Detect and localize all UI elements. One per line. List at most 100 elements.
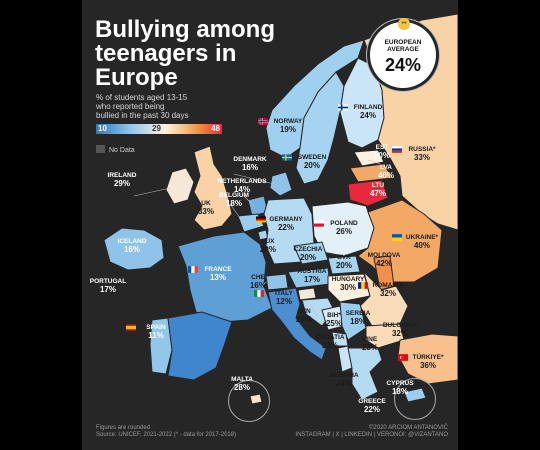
country-value: 24% [335, 379, 352, 388]
country-label-austria: AUSTRIA 17% [282, 268, 342, 284]
ukraine-flag-icon [392, 234, 402, 241]
scale-mid: 29 [152, 124, 161, 133]
country-name: BULGARIA [382, 322, 418, 329]
country-sweden [295, 71, 345, 185]
country-slovakia [327, 255, 361, 275]
country-value: 28% [233, 383, 250, 392]
country-value: 18% [349, 317, 366, 326]
country-serbia [339, 301, 367, 341]
turkiye-flag-icon [398, 354, 408, 361]
credit-line: INSTAGRAM | X | LINKEDIN | VERONOI: @VIZ… [295, 432, 448, 438]
country-label-italy: ITALY 12% [254, 290, 314, 306]
country-label-poland: POLAND 26% [314, 220, 374, 236]
country-value: 20% [335, 261, 352, 270]
country-name: GERMANY [269, 216, 303, 223]
germany-flag-icon [256, 216, 266, 223]
country-greece [347, 347, 383, 401]
france-flag-icon [188, 266, 198, 273]
country-value: 16% [241, 163, 258, 172]
country-value: 33% [413, 153, 430, 162]
country-label-bulgaria: BULGARIA 32% [370, 322, 430, 338]
footer-line: Figures are rounded [96, 425, 151, 431]
cyprus-inset [394, 378, 436, 420]
country-label-portugal: PORTUGAL 17% [82, 278, 138, 294]
country-value: 33% [197, 207, 214, 216]
country-name: NETHERLANDS [217, 178, 267, 185]
country-label-est: EST 30% [352, 144, 412, 160]
country-name: MALTA [231, 376, 253, 383]
footer-line: Source: UNICEF, 2021-2022 (* - data for … [96, 432, 237, 438]
poland-flag-icon [314, 220, 324, 227]
country-uk [193, 145, 233, 231]
country-label-che: CHE 16% [228, 274, 288, 290]
country-value: 20% [259, 245, 276, 254]
title-line: teenagers in [95, 40, 237, 67]
country-value: 11% [148, 331, 164, 340]
country-value: 20% [303, 161, 320, 170]
country-label-lva: LVA 40% [356, 164, 416, 180]
country-latvia [349, 163, 393, 183]
country-label-croatia: CROATIA 22% [300, 334, 360, 350]
country-name: MOLDOVA [367, 252, 401, 259]
country-denmark [269, 171, 293, 197]
country-label-malta: MALTA 28% [212, 376, 272, 392]
country-name: BIH* [327, 312, 341, 319]
europe-map [103, 13, 458, 405]
country-value: 18% [391, 387, 408, 396]
country-value: 32% [379, 289, 396, 298]
country-value: 40% [413, 241, 430, 250]
country-name: TÜRKIYE* [412, 354, 444, 361]
country-label-spain: SPAIN 11% [126, 324, 186, 340]
country-moldova [373, 255, 395, 291]
country-label-trkiye: TÜRKIYE* 36% [398, 354, 458, 370]
spain-flag-icon [126, 324, 136, 331]
country-name: UKRAINE* [405, 234, 439, 241]
country-name: ITALY [275, 290, 293, 297]
subtitle-line: % of students aged 13-15 [96, 93, 188, 102]
norway-flag-icon [258, 118, 268, 125]
country-label-netherlands: NETHERLANDS 14% [212, 178, 272, 194]
country-value: 42% [375, 259, 392, 268]
country-value: 16% [123, 245, 140, 254]
country-name: LUX [261, 238, 275, 245]
country-label-lux: LUX 20% [238, 238, 298, 254]
country-name: CYPRUS [386, 380, 414, 387]
no-data-legend: No Data [96, 145, 135, 154]
country-label-greece: GREECE 22% [342, 398, 402, 414]
country-name: POLAND [330, 220, 358, 227]
country-label-denmark: DENMARK 16% [220, 156, 280, 172]
country-name: PORTUGAL [89, 278, 127, 285]
country-name: ICELAND [117, 238, 147, 245]
country-value: 30% [339, 283, 356, 292]
country-value: 29% [295, 315, 312, 324]
country-estonia [353, 149, 385, 167]
country-label-uk: UK 33% [176, 200, 236, 216]
country-name: CHE [251, 274, 265, 281]
country-name: NORWAY [273, 118, 303, 125]
country-value: 20% [299, 253, 316, 262]
country-name: CZECHIA [293, 246, 323, 253]
average-value: 24% [384, 55, 422, 75]
country-value: 16% [249, 281, 266, 290]
country-name: ROMANIA [372, 282, 404, 289]
country-name: MNE [362, 336, 378, 343]
country-name: FRANCE [204, 266, 232, 273]
country-name: SVN [297, 308, 311, 315]
romania-flag-icon [358, 282, 368, 289]
country-label-romania: ROMANIA 32% [358, 282, 418, 298]
country-label-hungary: HUNGARY 30% [318, 276, 378, 292]
subtitle-line: who reported being [96, 102, 165, 111]
country-value: 17% [99, 285, 116, 294]
country-label-moldova: MOLDOVA 42% [354, 252, 414, 268]
country-name: LTU [371, 182, 385, 189]
country-name: CROATIA [315, 334, 345, 341]
italy-flag-icon [254, 290, 264, 297]
country-spain [167, 311, 233, 381]
country-name: FINLAND [353, 104, 383, 111]
country-value: 22% [277, 223, 294, 232]
country-value: 17% [303, 275, 320, 284]
subtitle-line: bullied in the past 30 days [96, 111, 189, 120]
country-value: 26% [335, 227, 352, 236]
country-label-albania: ALBANIA 24% [314, 372, 374, 388]
average-label-line: EUROPEAN [384, 39, 422, 46]
